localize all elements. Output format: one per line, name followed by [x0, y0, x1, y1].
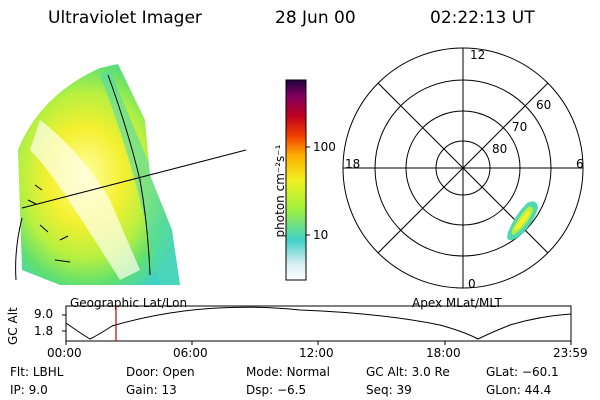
timeline-xtick-0600: 06:00: [173, 346, 208, 360]
instrument-title: Ultraviolet Imager: [48, 8, 202, 28]
lat-label-60: 60: [536, 98, 552, 112]
altitude-curve: [65, 306, 572, 340]
mlt-label-18: 18: [345, 157, 361, 171]
info-dsp: Dsp: −6.5: [246, 383, 307, 397]
timeline-xtick-2359: 23:59: [553, 346, 588, 360]
lat-label-70: 70: [512, 120, 528, 134]
mlt-label-6: 6: [576, 157, 584, 171]
colorbar-tick-100: 100: [313, 140, 336, 154]
geo-coastline: [27, 184, 71, 263]
info-glon: GLon: 44.4: [486, 383, 552, 397]
geo-latitude-line: [21, 149, 247, 209]
info-door: Door: Open: [126, 365, 195, 379]
colorbar-scale: [285, 79, 307, 281]
polar-diagonal-2: [377, 82, 549, 254]
info-filter: Flt: LBHL: [10, 365, 64, 379]
geo-longitude-line: [107, 74, 151, 276]
polar-emission-patch: [507, 201, 538, 241]
timeline-xtick-1200: 12:00: [299, 346, 334, 360]
info-gc-alt: GC Alt: 3.0 Re: [366, 365, 450, 379]
info-ip: IP: 9.0: [10, 383, 48, 397]
mlt-label-12: 12: [470, 48, 486, 62]
info-gain: Gain: 13: [126, 383, 177, 397]
timeline-xtick-1800: 18:00: [426, 346, 461, 360]
date-label: 28 Jun 00: [275, 8, 356, 28]
lat-label-80: 80: [492, 142, 508, 156]
info-glat: GLat: −60.1: [486, 365, 559, 379]
geo-border-line: [15, 217, 23, 281]
time-label: 02:22:13 UT: [430, 8, 535, 28]
colorbar-tick-10: 10: [313, 228, 329, 242]
info-seq: Seq: 39: [366, 383, 412, 397]
mlt-label-0: 0: [468, 277, 476, 291]
timeline-axis-label: GC Alt: [6, 307, 20, 345]
timeline-ytick-9: 9.0: [34, 307, 54, 321]
timeline-ytick-1-8: 1.8: [34, 324, 54, 338]
timeline-xtick-0000: 00:00: [47, 346, 82, 360]
info-mode: Mode: Normal: [246, 365, 330, 379]
